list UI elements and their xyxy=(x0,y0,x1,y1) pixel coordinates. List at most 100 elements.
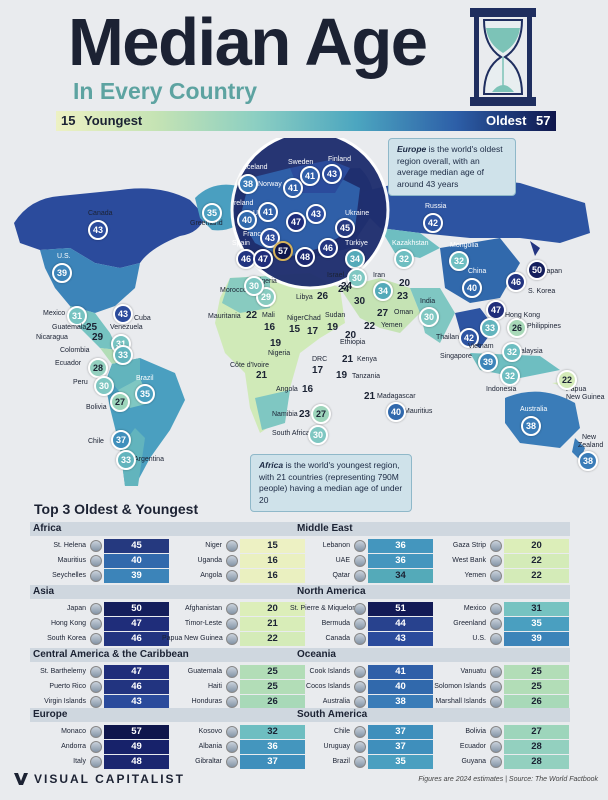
flag-icon xyxy=(354,540,366,552)
median-age-value: 49 xyxy=(104,740,169,754)
page-subtitle: In Every Country xyxy=(73,78,258,104)
flag-icon xyxy=(490,603,502,615)
value-sahel: 24 xyxy=(341,281,353,292)
label-chad: Chad xyxy=(304,315,321,322)
oldest-row: Australia 38 xyxy=(294,695,433,709)
flag-icon xyxy=(90,618,102,630)
label-mali: Mali xyxy=(262,312,275,319)
flag-icon xyxy=(354,726,366,738)
country-name: Seychelles xyxy=(52,572,86,579)
oldest-row: Uruguay 37 xyxy=(294,740,433,754)
country-name: Andorra xyxy=(61,743,86,750)
value-niger: 15 xyxy=(289,324,301,335)
oldest-row: South Korea 46 xyxy=(30,632,169,646)
oldest-row: Cook Islands 41 xyxy=(294,665,433,679)
marker-israel: 30 xyxy=(347,268,367,288)
oldest-row: Chile 37 xyxy=(294,725,433,739)
label-argentina: Argentina xyxy=(134,456,164,463)
youngest-row: Greenland 35 xyxy=(430,617,569,631)
label-mexico: Mexico xyxy=(43,310,66,317)
median-age-value: 43 xyxy=(104,695,169,709)
scale-min-label: Youngest xyxy=(84,113,143,128)
flag-icon xyxy=(490,681,502,693)
country-name: Angola xyxy=(200,572,222,579)
country-name: Papua New Guinea xyxy=(162,635,223,642)
region-title: Europe xyxy=(30,708,306,722)
visual-capitalist-logo: VISUAL CAPITALIST xyxy=(14,772,185,786)
median-age-value: 28 xyxy=(504,755,569,769)
marker-us: 39 xyxy=(52,263,72,283)
flag-icon xyxy=(354,603,366,615)
label-vietnam: Vietnam xyxy=(468,343,494,350)
country-name: Australia xyxy=(322,698,350,705)
flag-icon xyxy=(90,726,102,738)
value-cotedivoire: 21 xyxy=(256,370,268,381)
median-age-value: 44 xyxy=(368,617,433,631)
value-madagascar: 21 xyxy=(364,391,376,402)
median-age-value: 39 xyxy=(104,569,169,583)
youngest-row: Kosovo 32 xyxy=(166,725,305,739)
youngest-row: Uganda 16 xyxy=(166,554,305,568)
label-namibia: Namibia xyxy=(272,411,298,418)
median-age-value: 37 xyxy=(368,740,433,754)
label-uk: UK xyxy=(253,210,263,217)
region-title: Middle East xyxy=(294,522,570,536)
flag-icon xyxy=(226,696,238,708)
country-name: Kosovo xyxy=(198,728,222,735)
marker-colombia: 33 xyxy=(113,345,133,365)
country-name: Yemen xyxy=(464,572,486,579)
country-name: Ecuador xyxy=(459,743,486,750)
marker-brazil: 35 xyxy=(135,384,155,404)
value-libya: 26 xyxy=(317,291,329,302)
country-name: Solomon Islands xyxy=(434,683,486,690)
label-chile: Chile xyxy=(88,438,104,445)
world-map: Canada 43 U.S. 39 Greenland 35 Iceland 3… xyxy=(0,138,608,512)
region-title: South America xyxy=(294,708,570,722)
label-newzealand-2: Zealand xyxy=(578,442,604,449)
country-name: Puerto Rico xyxy=(49,683,86,690)
median-age-value: 35 xyxy=(504,617,569,631)
marker-japan: 50 xyxy=(527,260,547,280)
marker-india: 30 xyxy=(419,307,439,327)
value-chad: 17 xyxy=(307,326,319,337)
label-ireland: Ireland xyxy=(232,200,254,207)
youngest-row: Gibraltar 37 xyxy=(166,755,305,769)
value-drc: 17 xyxy=(312,365,324,376)
flag-icon xyxy=(226,741,238,753)
median-age-value: 16 xyxy=(240,554,305,568)
value-afghanistan: 20 xyxy=(399,278,411,289)
flag-icon xyxy=(354,681,366,693)
brand-mark-icon xyxy=(14,773,28,785)
flag-icon xyxy=(354,741,366,753)
label-us: U.S. xyxy=(57,253,71,260)
marker-bolivia: 27 xyxy=(110,392,130,412)
label-nigeria: Nigeria xyxy=(268,350,291,357)
median-age-value: 28 xyxy=(504,740,569,754)
flag-icon xyxy=(354,570,366,582)
flag-icon xyxy=(490,756,502,768)
youngest-row: West Bank 22 xyxy=(430,554,569,568)
flag-icon xyxy=(90,633,102,645)
oldest-row: Monaco 57 xyxy=(30,725,169,739)
label-png: Papua xyxy=(566,386,587,393)
country-name: Marshall Islands xyxy=(435,698,486,705)
median-age-value: 32 xyxy=(240,725,305,739)
median-age-value: 16 xyxy=(240,569,305,583)
label-morocco: Morocco xyxy=(220,287,247,294)
value-sudan: 19 xyxy=(327,322,339,333)
flag-icon xyxy=(226,540,238,552)
label-angola: Angola xyxy=(276,386,298,393)
flag-icon xyxy=(354,666,366,678)
median-age-value: 36 xyxy=(240,740,305,754)
africa-callout-text: is the world's youngest region, with 21 … xyxy=(259,460,403,505)
flag-icon xyxy=(90,696,102,708)
marker-iceland: 38 xyxy=(238,174,258,194)
youngest-row: Haiti 25 xyxy=(166,680,305,694)
flag-icon xyxy=(226,633,238,645)
median-age-value: 38 xyxy=(368,695,433,709)
marker-australia: 38 xyxy=(521,416,541,436)
country-name: UAE xyxy=(335,557,350,564)
label-india: India xyxy=(420,298,436,305)
marker-germany: 47 xyxy=(286,212,306,232)
value-yemen: 22 xyxy=(364,321,376,332)
